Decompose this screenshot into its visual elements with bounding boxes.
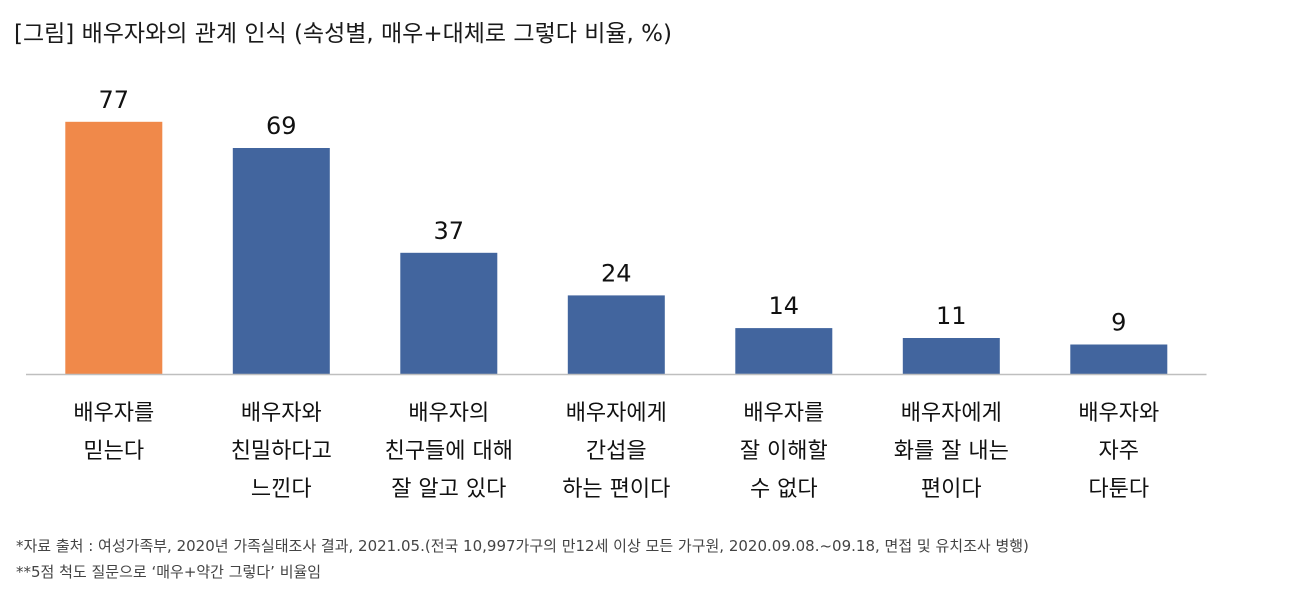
bar-1: [65, 121, 163, 374]
bar-5: [735, 328, 833, 374]
category-label-5-line-2: 잘 이해할: [740, 439, 828, 464]
category-label-6-line-3: 편이다: [921, 477, 982, 502]
category-label-3-line-3: 잘 알고 있다: [391, 477, 506, 502]
data-label-1: 77: [99, 86, 130, 114]
category-label-7-line-3: 다툰다: [1088, 477, 1149, 502]
category-label-3-line-2: 친구들에 대해: [385, 439, 513, 464]
bar-4: [567, 295, 665, 374]
category-label-5-line-3: 수 없다: [750, 477, 818, 502]
data-label-5: 14: [769, 292, 800, 320]
footnotes: *자료 출처 : 여성가족부, 2020년 가족실태조사 결과, 2021.05…: [16, 533, 1029, 585]
data-label-4: 24: [601, 259, 632, 287]
category-label-2-line-2: 친밀하다고: [231, 439, 332, 464]
data-label-7: 9: [1111, 309, 1126, 337]
category-label-1-line-1: 배우자를: [73, 401, 154, 426]
bar-6: [902, 338, 1000, 374]
chart-title: [그림] 배우자와의 관계 인식 (속성별, 매우+대체로 그렇다 비율, %): [14, 21, 672, 47]
data-label-6: 11: [936, 302, 967, 330]
category-label-4-line-2: 간섭을: [586, 439, 647, 464]
footnote-source: *자료 출처 : 여성가족부, 2020년 가족실태조사 결과, 2021.05…: [16, 537, 1029, 555]
category-label-6-line-1: 배우자에게: [901, 401, 1002, 426]
category-label-4-line-1: 배우자에게: [566, 401, 667, 426]
bar-7: [1070, 344, 1168, 374]
category-label-2-line-1: 배우자와: [241, 401, 322, 426]
category-label-7-line-2: 자주: [1099, 439, 1139, 464]
category-label-5-line-1: 배우자를: [743, 401, 824, 426]
category-label-2-line-3: 느낀다: [251, 477, 312, 502]
footnote-scale: **5점 척도 질문으로 ‘매우+약간 그렇다’ 비율임: [16, 563, 322, 581]
category-label-1-line-2: 믿는다: [83, 439, 144, 464]
category-label-3-line-1: 배우자의: [408, 401, 489, 426]
bar-3: [400, 252, 498, 374]
bar-2: [232, 148, 330, 374]
category-label-6-line-2: 화를 잘 내는: [894, 439, 1009, 464]
data-label-3: 37: [434, 217, 465, 245]
category-label-7-line-1: 배우자와: [1078, 401, 1159, 426]
category-label-4-line-3: 하는 편이다: [562, 477, 670, 502]
data-label-2: 69: [266, 112, 297, 140]
